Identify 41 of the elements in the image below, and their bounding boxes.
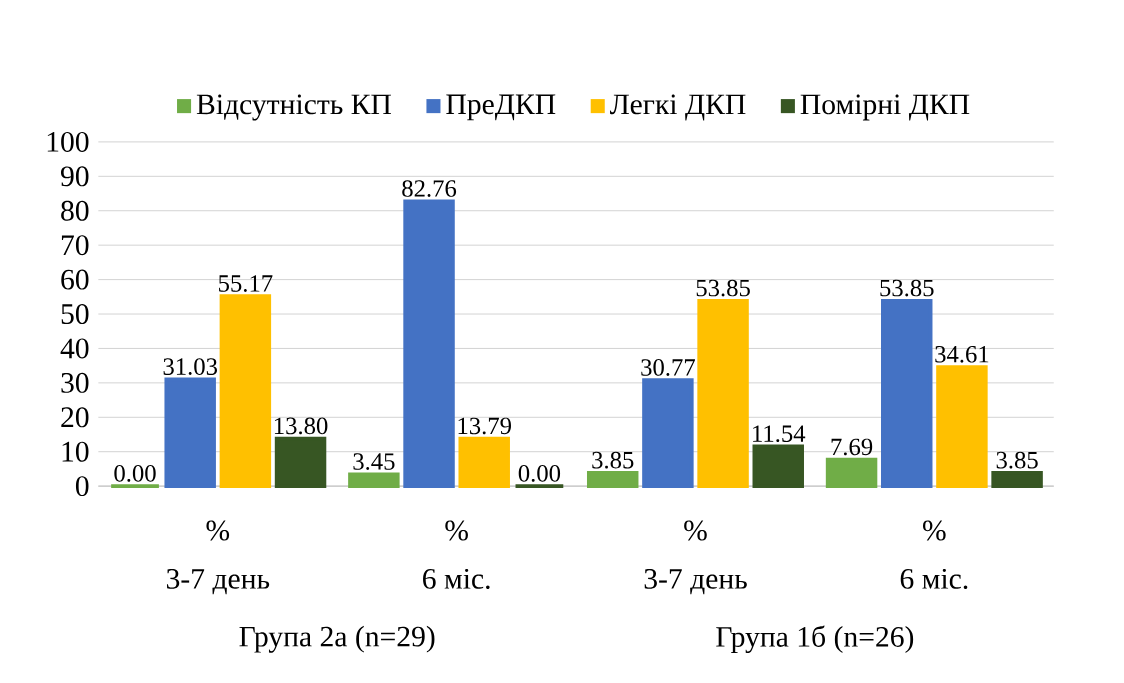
y-tick-label: 30 (61, 372, 89, 393)
data-label: 82.76 (402, 180, 457, 198)
y-tick-label: 80 (61, 200, 89, 221)
data-label: 11.54 (753, 425, 806, 443)
data-label: 3.45 (353, 453, 395, 471)
data-label: 0.00 (114, 465, 156, 482)
y-tick-label: 70 (61, 235, 89, 256)
data-label: 0.00 (518, 465, 561, 482)
y-tick-label: 20 (61, 407, 89, 428)
data-label: 13.80 (274, 417, 328, 435)
text: % (684, 520, 707, 541)
data-label: 55.17 (219, 275, 273, 292)
y-tick-label: 90 (60, 166, 89, 187)
data-label: 7.69 (831, 438, 873, 456)
data-label: 3.85 (996, 451, 1038, 469)
y-tick-label: 50 (61, 304, 89, 325)
x-tick-label: 3-7 день (644, 568, 747, 595)
legend-label: Відсутність КП (196, 94, 391, 121)
x-tick-label: 3-7 день (166, 568, 270, 595)
data-label: 30.77 (641, 359, 695, 376)
data-label: 3.85 (592, 451, 634, 469)
text: % (206, 520, 230, 541)
data-label: 34.61 (935, 346, 989, 363)
data-label: 53.85 (880, 279, 934, 297)
legend-label: Легкі ДКП (609, 94, 746, 121)
data-label: 31.03 (163, 358, 218, 376)
text: % (923, 520, 946, 541)
text: % (445, 520, 468, 541)
legend-label: ПреДКП (446, 94, 556, 121)
y-tick-label: 10 (62, 441, 89, 462)
y-tick-label: 100 (47, 131, 89, 152)
y-tick-label: 40 (60, 338, 89, 359)
x-tick-label: 6 міс. (900, 568, 968, 590)
text: Група 1б (n=26) (716, 625, 914, 654)
legend-label: Помірні ДКП (800, 94, 970, 121)
data-label: 53.85 (696, 279, 750, 297)
x-tick-label: 6 міс. (423, 568, 490, 590)
text: Група 2а (n=29) (239, 625, 435, 653)
y-tick-label: 60 (61, 269, 89, 290)
data-label: 13.79 (458, 417, 511, 435)
y-tick-label: 0 (75, 476, 89, 497)
